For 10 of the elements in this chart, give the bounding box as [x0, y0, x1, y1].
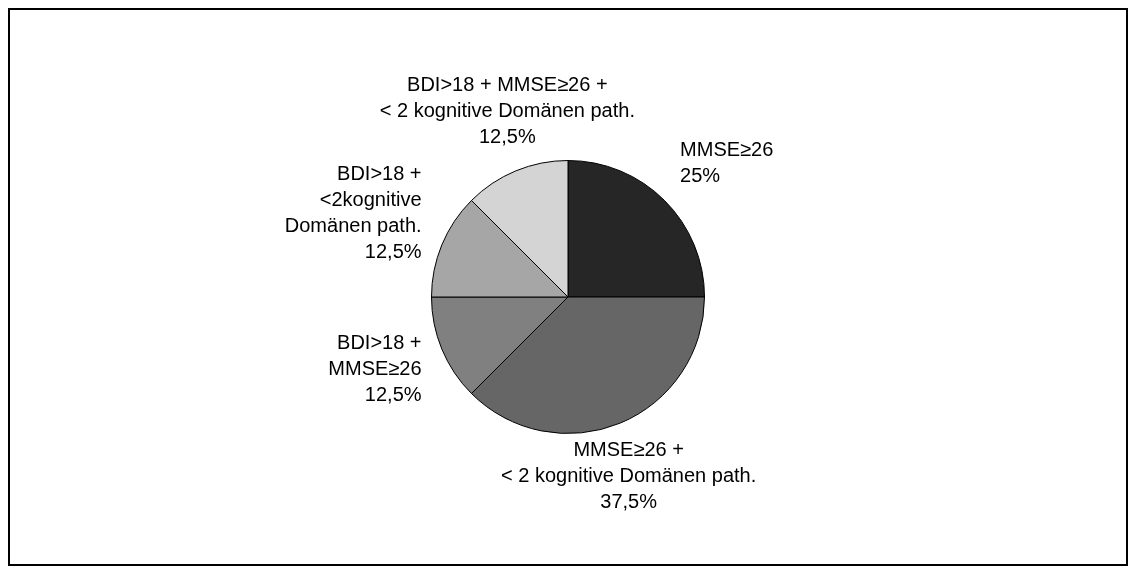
data-label: 37,5% [600, 489, 658, 512]
slice-label: MMSE≥26 [680, 138, 774, 161]
data-label: 12,5% [364, 239, 422, 262]
data-label: 25% [680, 164, 721, 187]
slice-label: BDI>18 + <2kognitive Domänen path. [284, 161, 422, 236]
slice-label: MMSE≥26 + < 2 kognitive Domänen path. [501, 437, 757, 486]
data-label: 12,5% [478, 125, 536, 148]
slice-label: BDI>18 + MMSE≥26 [328, 331, 422, 380]
slice-label: BDI>18 + MMSE≥26 + < 2 kognitive Domänen path. [379, 73, 635, 122]
data-label: 12,5% [364, 383, 422, 406]
